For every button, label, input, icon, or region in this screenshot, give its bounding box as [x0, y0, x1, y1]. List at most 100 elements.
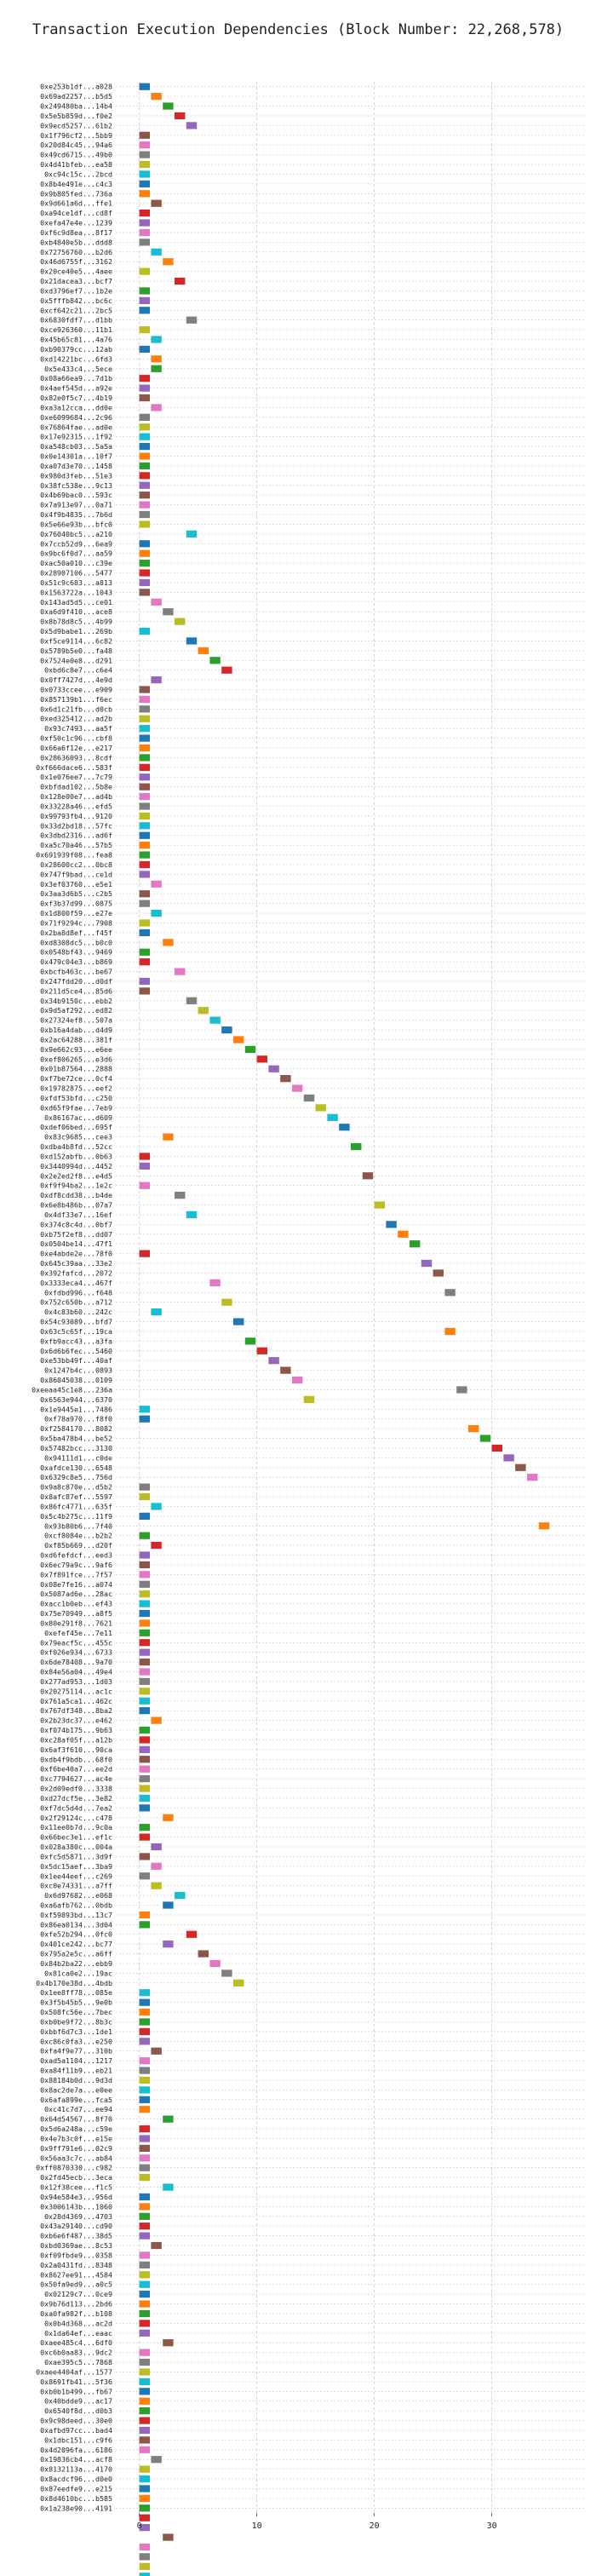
tx-hash-label: 0x508fc56e...7bec — [40, 2008, 112, 2016]
tx-hash-label: 0x143ad5d5...ce01 — [40, 598, 112, 607]
task-bar — [139, 792, 151, 801]
tx-hash-label: 0x2d09edf0...3338 — [40, 1785, 112, 1793]
task-bar — [139, 1512, 151, 1520]
tx-hash-label: 0xc28af05f...a12b — [40, 1735, 112, 1744]
task-bar — [139, 210, 151, 217]
task-bar — [139, 2494, 151, 2502]
tx-hash-label: 0x2e2ed2f8...e4d5 — [40, 1171, 112, 1180]
tx-hash-label: 0xad5a1104...1217 — [40, 2056, 112, 2065]
task-bar — [151, 1308, 162, 1316]
tx-hash-label: 0x6d6b6fec...5460 — [40, 1347, 112, 1355]
tx-hash-label: 0xed325412...ad2b — [40, 715, 112, 723]
task-bar — [186, 997, 198, 1004]
task-bar — [139, 2475, 151, 2483]
tx-hash-label: 0xb16a4dab...d4d9 — [40, 1026, 112, 1034]
tx-hash-label: 0xfe52b294...0fc0 — [40, 1930, 112, 1939]
task-bar — [139, 1182, 151, 1189]
x-tick-label: 30 — [487, 2521, 497, 2531]
tx-hash-label: 0x1ee8ff78...085e — [40, 1988, 112, 1997]
task-bar — [139, 2027, 151, 2036]
task-bar — [303, 1094, 315, 1102]
tx-hash-label: 0x761a5ca1...462c — [40, 1697, 112, 1705]
task-bar — [151, 2456, 162, 2464]
tx-hash-label: 0x277ad953...1d03 — [40, 1677, 112, 1686]
tx-hash-label: 0x4b170e38d...4bdb — [36, 1979, 112, 1987]
tx-hash-label: 0x79eacf5c...455c — [40, 1638, 112, 1647]
tx-hash-label: 0xf6be40a7...ee2d — [40, 1765, 112, 1774]
task-bar — [221, 1298, 232, 1306]
tx-hash-label: 0x3f5b45b5...9e0b — [40, 1998, 112, 2007]
task-bar — [175, 112, 186, 120]
task-bar — [139, 462, 151, 470]
task-bar — [139, 423, 151, 431]
task-bar — [139, 160, 151, 169]
tx-hash-label: 0xf666dace6...583f — [36, 763, 112, 772]
tx-hash-label: 0xc86c0fa3...e250 — [40, 2037, 112, 2045]
task-bar — [244, 1045, 256, 1054]
tx-hash-label: 0x128e00e7...ad4b — [40, 792, 112, 801]
task-bar — [198, 1950, 209, 1958]
tx-hash-label: 0x6329c8e5...756d — [40, 1473, 112, 1481]
task-bar — [139, 2280, 151, 2288]
tx-hash-label: 0xeeaa45c1e8...236a — [32, 1385, 112, 1394]
tx-hash-label: 0x19836cb4...acf8 — [40, 2455, 112, 2464]
task-bar — [139, 2358, 151, 2366]
tx-hash-label: 0xff0870330...c982 — [36, 2164, 112, 2172]
task-bar — [163, 1941, 174, 1948]
task-bar — [139, 1639, 151, 1647]
tx-hash-label: 0x7524e0e8...d291 — [40, 656, 112, 664]
task-bar — [139, 267, 151, 275]
tx-hash-label: 0x3006143b...1060 — [40, 2202, 112, 2211]
tx-hash-label: 0x28600cc2...0bc8 — [40, 860, 112, 869]
task-bar — [139, 1833, 151, 1841]
tx-hash-label: 0x2a0431fd...8348 — [40, 2261, 112, 2269]
task-bar — [139, 2193, 151, 2201]
task-bar — [139, 2018, 151, 2026]
x-axis: 0 10 20 30 — [137, 2513, 497, 2531]
task-bar — [139, 2397, 151, 2405]
task-bar — [268, 1357, 279, 1365]
task-bar — [139, 1668, 151, 1676]
tx-hash-label: 0x87eedfe9...e215 — [40, 2484, 112, 2493]
task-bar — [303, 1395, 315, 1403]
task-bar — [151, 404, 162, 411]
task-bar — [139, 1794, 151, 1803]
tx-hash-label: 0x64d54567...8f70 — [40, 2115, 112, 2124]
tx-hash-label: 0x94111d1...c0de — [44, 1453, 112, 1462]
task-bar — [538, 1522, 550, 1530]
task-bar — [163, 258, 174, 266]
tx-hash-label: 0xa6d9f410...ace8 — [40, 607, 112, 616]
tx-hash-label: 0xd65f9fae...7eb9 — [40, 1103, 112, 1112]
task-bar — [139, 1824, 151, 1831]
task-bar — [139, 627, 151, 635]
tx-hash-label: 0x9b76d113...2bd6 — [40, 2300, 112, 2309]
task-bar — [139, 2465, 151, 2473]
tx-hash-label: 0x72756760...b2d6 — [40, 248, 112, 256]
tx-hash-label: 0x86fc4771...635f — [40, 1502, 112, 1510]
task-bar — [268, 1065, 279, 1072]
task-bar — [151, 1716, 162, 1724]
task-bar — [175, 1891, 186, 1900]
task-bar — [139, 1804, 151, 1812]
tx-hash-label: 0x49cd6715...49b0 — [40, 151, 112, 159]
tx-hash-label: 0x249480ba...14b4 — [40, 102, 112, 111]
task-bar — [139, 715, 151, 722]
task-bar — [151, 2241, 162, 2250]
task-bar — [139, 413, 151, 421]
tx-hash-label: 0x6d1c21fb...d0cb — [40, 704, 112, 713]
tx-hash-label: 0xc41c7d7...ee94 — [44, 2105, 112, 2113]
task-bar — [151, 2047, 162, 2055]
task-bar — [209, 1959, 221, 1968]
task-bar — [151, 909, 162, 917]
tx-hash-label: 0xce926360...11b1 — [40, 325, 112, 334]
tx-hash-label: 0xefef45e...7e11 — [44, 1629, 112, 1637]
tx-hash-label: 0x08a66ea9...7d1b — [40, 374, 112, 382]
task-bar — [139, 2125, 151, 2133]
task-bar — [209, 1279, 221, 1286]
task-bar — [186, 316, 198, 324]
tx-hash-label: 0xf59893bd...13c7 — [40, 1911, 112, 1919]
task-bars — [139, 83, 550, 2576]
task-bar — [139, 1688, 151, 1695]
tx-hash-label: 0xb75f2ef8...dd07 — [40, 1230, 112, 1239]
task-bar — [163, 2183, 174, 2191]
